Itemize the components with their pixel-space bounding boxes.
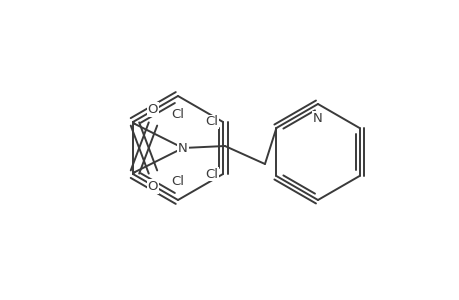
Text: Cl: Cl (205, 167, 218, 181)
Text: N: N (313, 112, 322, 125)
Text: O: O (147, 180, 158, 193)
Text: Cl: Cl (171, 175, 184, 188)
Text: O: O (147, 103, 158, 116)
Text: Cl: Cl (171, 108, 184, 121)
Text: N: N (178, 142, 187, 154)
Text: Cl: Cl (205, 116, 218, 128)
